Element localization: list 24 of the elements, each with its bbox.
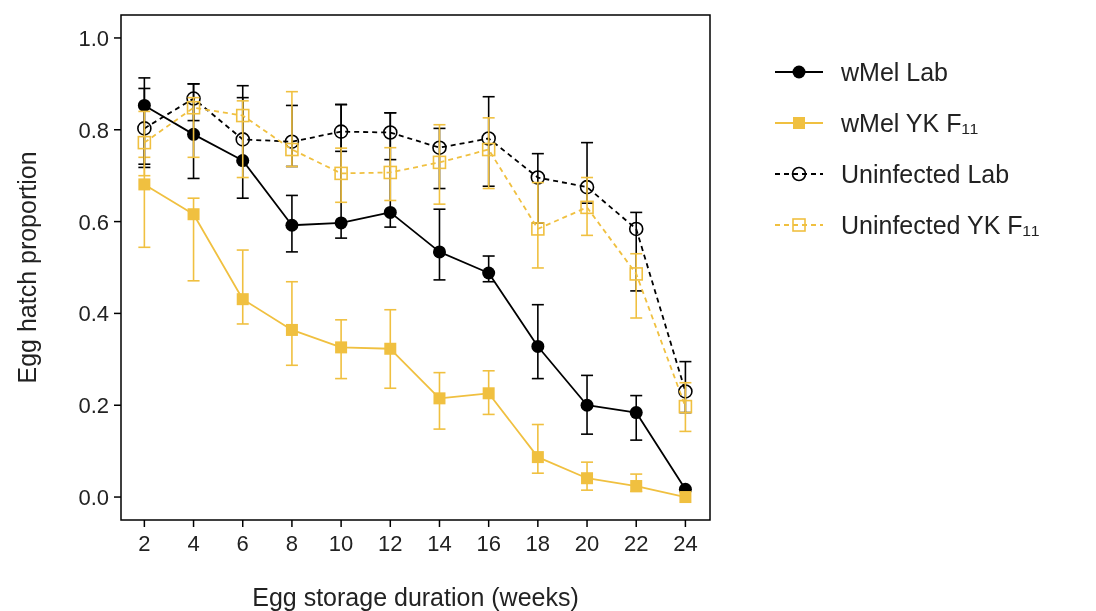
x-tick-label: 24 bbox=[673, 531, 698, 556]
x-tick-label: 20 bbox=[574, 531, 600, 556]
x-tick-label: 4 bbox=[187, 531, 200, 556]
x-tick-label: 22 bbox=[623, 531, 649, 556]
x-tick-label: 14 bbox=[427, 531, 452, 556]
y-tick-label: 0.4 bbox=[78, 301, 109, 327]
y-axis-title: Egg hatch proportion bbox=[13, 151, 41, 384]
y-tick-label: 0.8 bbox=[78, 117, 109, 143]
x-tick-label: 10 bbox=[328, 531, 354, 556]
y-tick-label: 0.6 bbox=[78, 209, 109, 235]
legend-label: wMel YK F₁₁ bbox=[840, 109, 979, 137]
x-tick-label: 12 bbox=[378, 531, 403, 556]
x-tick-label: 18 bbox=[525, 531, 551, 556]
x-tick-label: 2 bbox=[138, 531, 151, 556]
legend-label: Uninfected YK F₁₁ bbox=[841, 211, 1040, 239]
y-tick-label: 0.2 bbox=[78, 393, 109, 419]
y-tick-label: 0.0 bbox=[78, 485, 109, 511]
x-tick-label: 16 bbox=[476, 531, 501, 556]
x-tick-label: 8 bbox=[285, 531, 299, 556]
legend-label: Uninfected Lab bbox=[841, 160, 1010, 188]
legend-label: wMel Lab bbox=[840, 58, 948, 86]
x-tick-label: 6 bbox=[236, 531, 249, 556]
x-axis-title: Egg storage duration (weeks) bbox=[252, 583, 579, 611]
y-tick-label: 1.0 bbox=[78, 25, 109, 51]
